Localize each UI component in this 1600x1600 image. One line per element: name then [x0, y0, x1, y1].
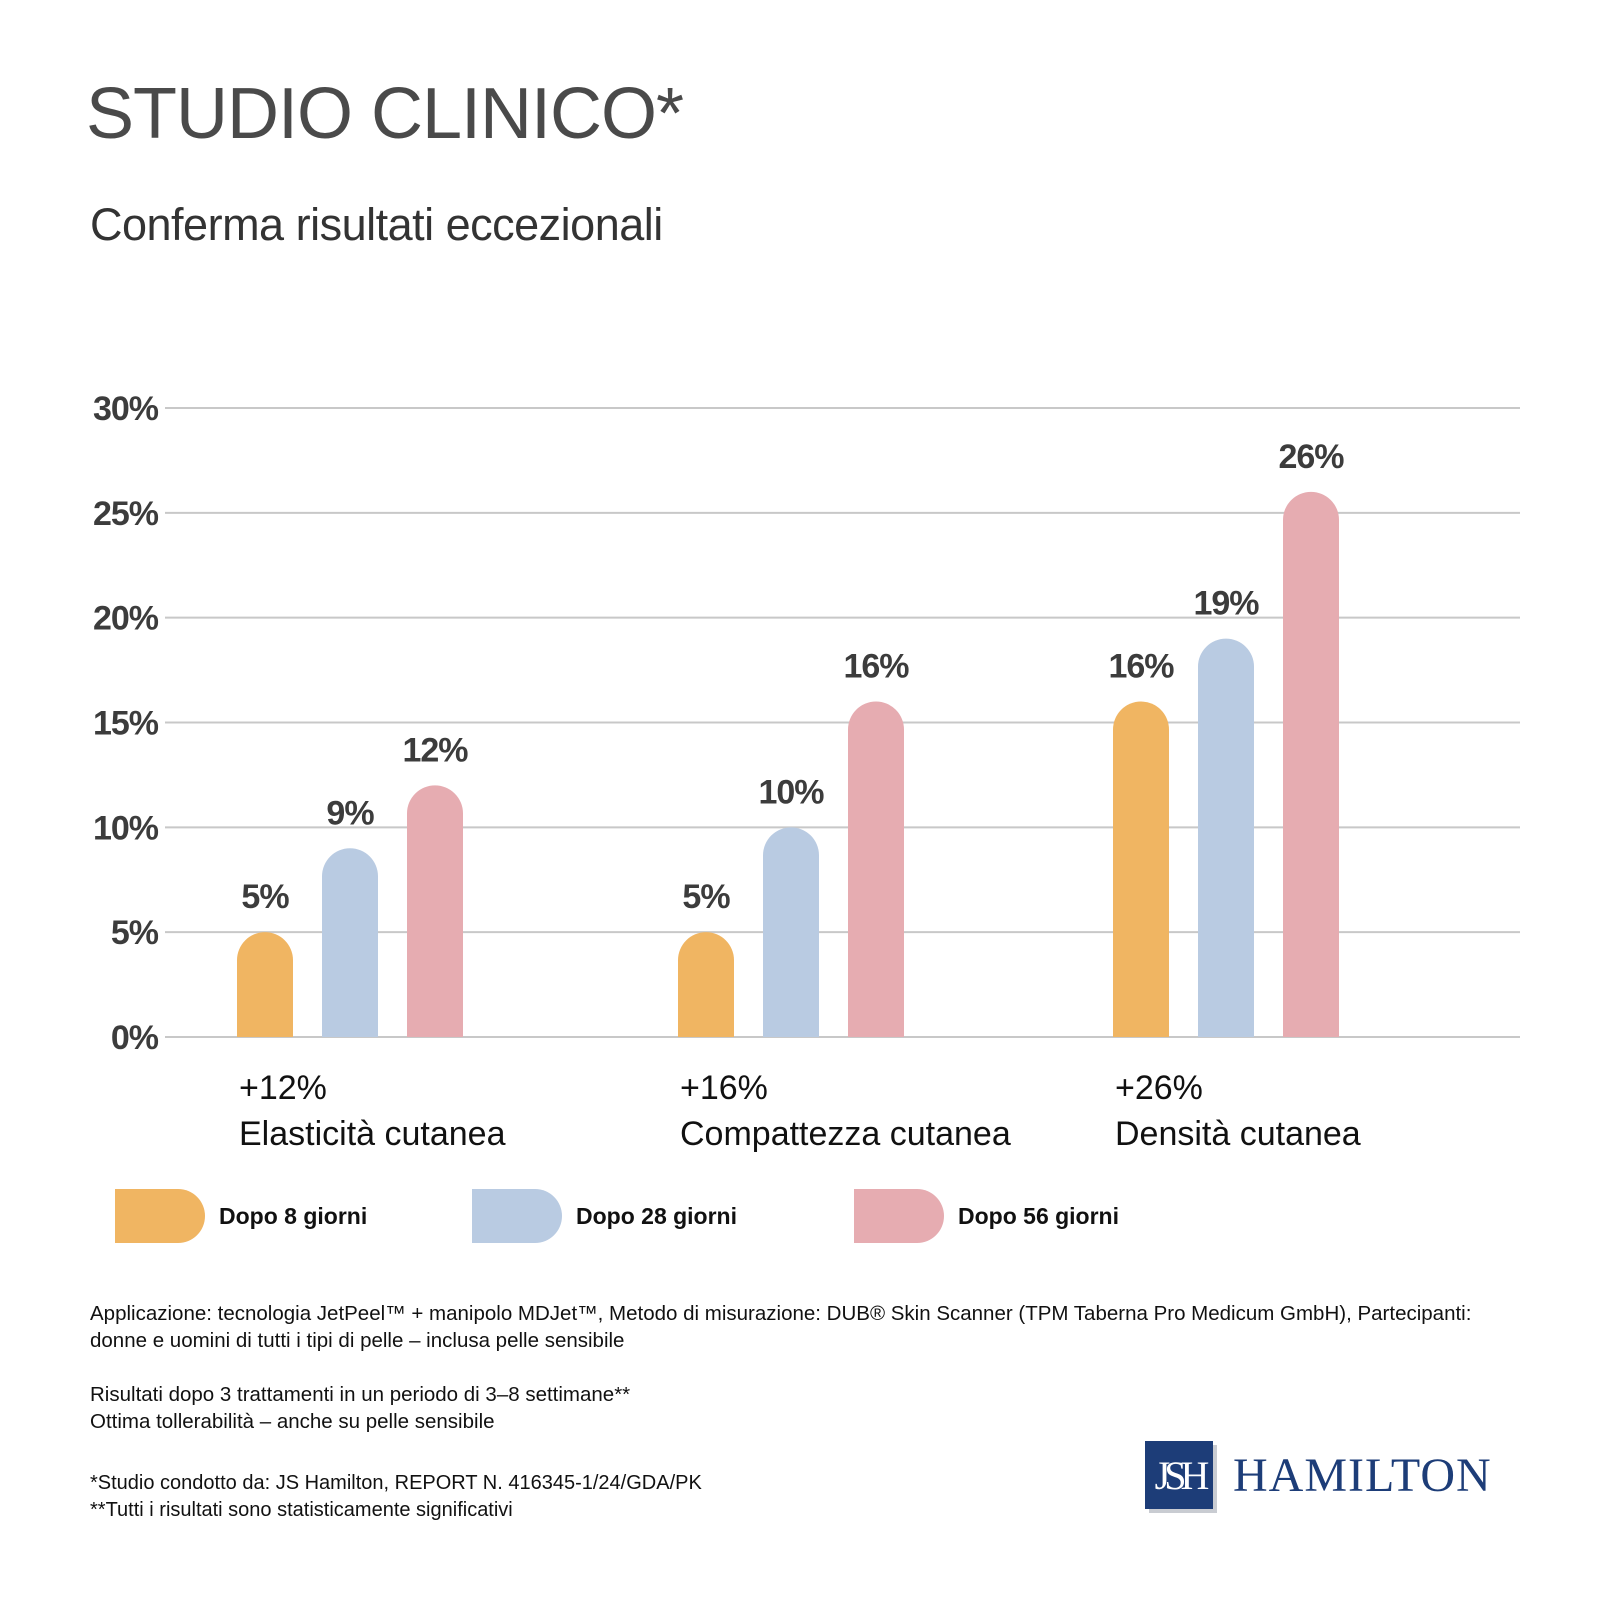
logo-monogram-box: JSH [1145, 1441, 1213, 1509]
footnotes: *Studio condotto da: JS Hamilton, REPORT… [90, 1470, 702, 1524]
legend-swatch-56-days [854, 1189, 944, 1243]
bar-value-label: 5% [682, 878, 730, 916]
category-labels: +12% Elasticità cutanea +16% Compattezza cu… [239, 1069, 1361, 1153]
category-label: Compattezza cutanea [680, 1115, 1011, 1153]
bar [407, 785, 463, 1037]
legend-swatch-8-days [115, 1189, 205, 1243]
legend-item-8-days: Dopo 8 giorni [115, 1188, 367, 1244]
bar [1198, 638, 1254, 1037]
value-labels: 5% 9% 12% 5% 10% 16% 16% 19% 26% [241, 438, 1345, 916]
bar-value-label: 10% [758, 773, 824, 811]
legend-label-8-days: Dopo 8 giorni [219, 1202, 368, 1229]
note-tolerability: Ottima tollerabilità – anche su pelle se… [90, 1410, 495, 1433]
category-change-label: +26% [1115, 1069, 1203, 1107]
bar-value-label: 19% [1193, 585, 1259, 623]
bar [1113, 701, 1169, 1037]
y-tick-label: 0% [111, 1019, 159, 1057]
y-tick-label: 10% [93, 809, 159, 847]
legend-label-28-days: Dopo 28 giorni [576, 1202, 737, 1229]
bar [848, 701, 904, 1037]
legend-item-28-days: Dopo 28 giorni [472, 1188, 737, 1244]
y-axis-ticks: 0% 5% 10% 15% 20% 25% 30% [93, 390, 160, 1057]
category-change-label: +16% [680, 1069, 768, 1107]
chart-bars [237, 491, 1339, 1037]
bar-chart: 0% 5% 10% 15% 20% 25% 30% 5% 9% 12% 5% 10% 16% 16% 19… [93, 390, 1520, 1153]
logo-monogram: JSH [1154, 1452, 1210, 1498]
category-label: Elasticità cutanea [239, 1115, 506, 1153]
hamilton-logo: JSH HAMILTON [1145, 1441, 1492, 1509]
bar [678, 932, 734, 1037]
y-tick-label: 5% [111, 914, 159, 952]
chart-legend: Dopo 8 giorni Dopo 28 giorni Dopo 56 gio… [0, 1188, 1600, 1244]
legend-item-56-days: Dopo 56 giorni [854, 1188, 1119, 1244]
note-application: Applicazione: tecnologia JetPeel™ + mani… [90, 1302, 1472, 1352]
bar-value-label: 12% [402, 731, 468, 769]
category-label: Densità cutanea [1115, 1115, 1361, 1153]
bar [1283, 491, 1339, 1037]
y-tick-label: 30% [93, 390, 159, 428]
bar-value-label: 5% [241, 878, 289, 916]
bar-value-label: 16% [843, 648, 909, 686]
logo-wordmark: HAMILTON [1233, 1448, 1492, 1502]
y-tick-label: 20% [93, 600, 159, 638]
page-title: STUDIO CLINICO* [86, 74, 684, 154]
page-subtitle: Conferma risultati eccezionali [90, 199, 663, 250]
bar [763, 827, 819, 1037]
study-notes: Applicazione: tecnologia JetPeel™ + mani… [90, 1300, 1490, 1435]
y-tick-label: 15% [93, 705, 159, 743]
footnote-significance: **Tutti i risultati sono statisticamente… [90, 1499, 513, 1521]
bar [237, 932, 293, 1037]
legend-label-56-days: Dopo 56 giorni [958, 1202, 1119, 1229]
bar-value-label: 26% [1278, 438, 1344, 476]
y-tick-label: 25% [93, 495, 159, 533]
bar-value-label: 16% [1108, 648, 1174, 686]
note-results: Risultati dopo 3 trattamenti in un perio… [90, 1383, 631, 1406]
bar [322, 848, 379, 1037]
bar-value-label: 9% [326, 794, 374, 832]
footnote-study: *Studio condotto da: JS Hamilton, REPORT… [90, 1472, 702, 1494]
category-change-label: +12% [239, 1069, 327, 1107]
legend-swatch-28-days [472, 1189, 562, 1243]
